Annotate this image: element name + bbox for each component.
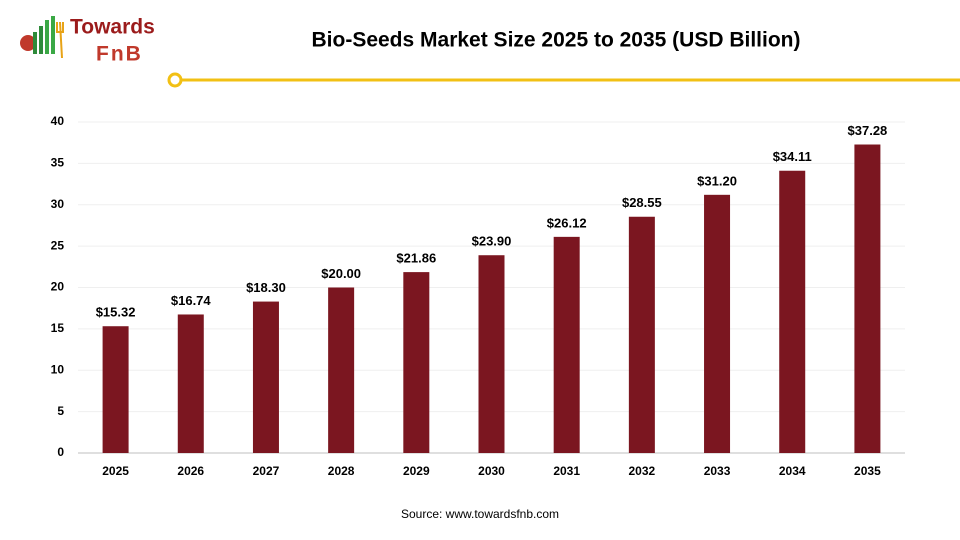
bar [704,194,731,453]
logo-icon [56,21,64,59]
logo-icon [45,20,49,54]
value-label: $31.20 [697,173,737,188]
value-label: $16.74 [171,293,212,308]
y-tick-label: 0 [57,445,64,459]
y-tick-label: 20 [51,280,65,294]
x-tick-label: 2025 [102,464,129,478]
bar [553,236,580,453]
value-label: $18.30 [246,280,286,295]
value-label: $21.86 [396,251,436,266]
logo-icon [51,16,55,54]
bar [252,301,279,453]
logo-text: Towards [70,16,155,39]
y-tick-label: 5 [57,404,64,418]
value-label: $20.00 [321,266,361,281]
value-label: $34.11 [773,149,812,164]
x-tick-label: 2026 [177,464,204,478]
bar [102,326,129,453]
x-tick-label: 2035 [854,464,881,478]
x-tick-label: 2031 [553,464,580,478]
bar [854,144,881,453]
y-tick-label: 15 [51,321,65,335]
logo-text: FnB [96,43,143,66]
logo: Towards FnB [20,16,155,66]
y-tick-label: 25 [51,238,65,252]
x-tick-label: 2029 [403,464,430,478]
x-tick-label: 2034 [779,464,806,478]
value-label: $26.12 [547,215,587,230]
logo-icon [39,26,43,54]
x-tick-label: 2033 [704,464,731,478]
value-label: $23.90 [472,234,512,249]
bar [177,314,204,453]
value-label: $28.55 [622,195,662,210]
x-tick-label: 2030 [478,464,505,478]
value-label: $15.32 [96,305,136,320]
y-tick-label: 35 [51,156,65,170]
bar [628,216,655,453]
bar [478,255,505,453]
source: Source: www.towardsfnb.com [401,507,559,521]
y-tick-label: 10 [51,362,65,376]
divider-dot [167,72,183,88]
x-tick-label: 2027 [253,464,280,478]
bar [403,272,430,453]
x-tick-label: 2028 [328,464,355,478]
value-label: $37.28 [848,123,888,138]
bar [779,170,806,453]
x-tick-label: 2032 [629,464,656,478]
logo-icon [33,32,37,54]
logo-icon [20,35,36,51]
y-tick-label: 40 [51,114,65,128]
chart-title: Bio-Seeds Market Size 2025 to 2035 (USD … [312,29,801,52]
y-tick-label: 30 [51,197,65,211]
bar [328,287,355,453]
